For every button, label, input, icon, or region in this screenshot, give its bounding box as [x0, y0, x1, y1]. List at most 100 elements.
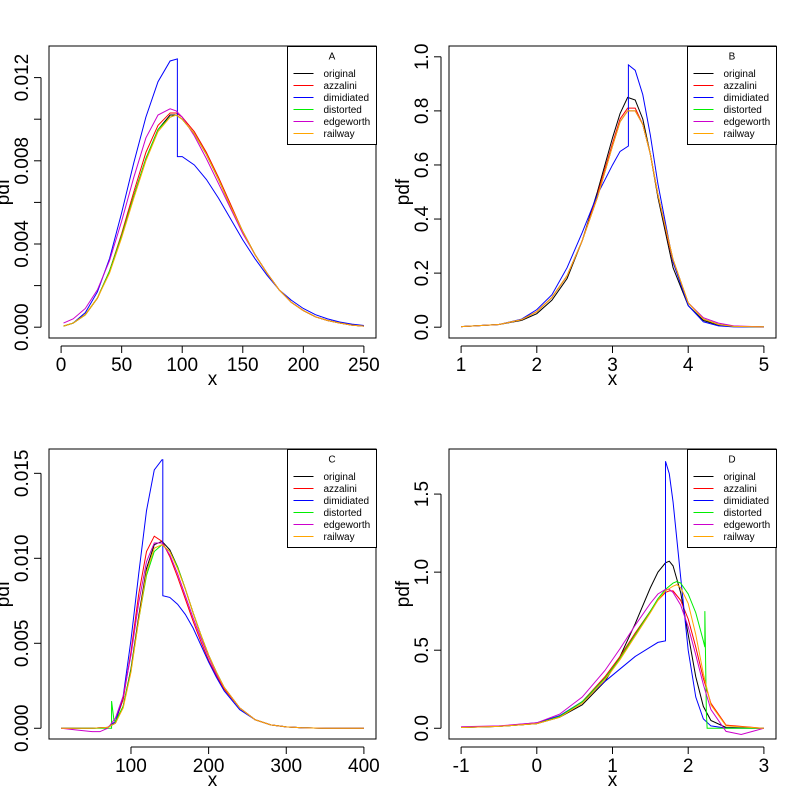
x-tick-label: 250 — [348, 355, 380, 376]
legend-label-dimidiated: dimidiated — [324, 93, 370, 104]
legend-box — [687, 46, 777, 145]
y-tick-label: 0.000 — [12, 303, 33, 351]
x-tick-label: 0 — [532, 756, 543, 777]
legend-label-dimidiated: dimidiated — [724, 496, 770, 507]
series-line-original — [461, 96, 764, 328]
x-axis: -1 0 1 2 3 x — [453, 746, 770, 791]
series-line-railway — [63, 114, 364, 327]
curves — [461, 461, 765, 736]
y-tick-label: 0.000 — [12, 704, 33, 752]
x-tick-label: 2 — [532, 355, 543, 376]
x-tick-label: 300 — [270, 756, 302, 777]
legend-label-dimidiated: dimidiated — [324, 496, 370, 507]
legend-label-original: original — [724, 69, 756, 80]
x-tick-label: 400 — [348, 756, 380, 777]
x-axis: 1 2 3 4 5 x — [456, 345, 770, 390]
x-tick-label: 3 — [759, 756, 770, 777]
x-axis-title: x — [208, 770, 218, 791]
legend-label-distorted: distorted — [324, 508, 362, 519]
y-tick-label: 0.010 — [12, 535, 33, 583]
legend: Coriginalazzalinidimidiateddistortededge… — [287, 449, 377, 548]
x-tick-label: 0 — [56, 355, 67, 376]
legend-label-railway: railway — [724, 129, 755, 140]
y-tick-label: 0.5 — [412, 637, 433, 663]
legend-title: B — [729, 52, 736, 63]
panel-d: -1 0 1 2 3x0.00.51.01.5pdfDoriginalazzalinid… — [393, 448, 777, 791]
y-tick-label: 0.015 — [12, 450, 33, 498]
x-tick-label: 50 — [111, 355, 132, 376]
x-axis: 0 50 100 150 200 250 x — [56, 345, 380, 390]
legend: Aoriginalazzalinidimidiateddistortededge… — [287, 46, 377, 145]
x-tick-label: 150 — [227, 355, 259, 376]
legend-label-distorted: distorted — [324, 105, 362, 116]
legend-label-edgeworth: edgeworth — [724, 520, 771, 531]
x-tick-label: 1 — [607, 756, 618, 777]
series-line-azzalini — [61, 535, 364, 729]
legend: Boriginalazzalinidimidiateddistortededge… — [687, 46, 777, 145]
series-line-distorted — [461, 580, 764, 729]
series-line-distorted — [61, 544, 364, 729]
series-line-edgeworth — [461, 588, 765, 736]
y-tick-label: 1.5 — [412, 481, 433, 507]
legend-title: D — [728, 455, 735, 466]
curves — [61, 459, 364, 733]
panel-a: 0 50 100 150 200 250 x 0.000 0.004 0.008 0.012 pdf A… — [0, 45, 380, 390]
legend-label-azzalini: azzalini — [324, 484, 357, 495]
series-line-railway — [61, 544, 364, 729]
x-tick-label: 5 — [759, 355, 770, 376]
panel-b: 1 2 3 4 5 x 0.0 0.2 0.4 0.6 0.8 1.0 pdf Boriginalazza… — [393, 44, 777, 390]
x-tick-label: 200 — [193, 756, 225, 777]
y-axis: 0.000 0.005 0.010 0.015 pdf — [0, 450, 42, 752]
y-tick-label: 0.4 — [412, 205, 433, 232]
y-axis: 0.000 0.004 0.008 0.012 pdf — [0, 54, 42, 351]
y-axis-title: pdf — [393, 580, 414, 607]
plot-frame — [48, 45, 377, 339]
series-line-railway — [461, 110, 764, 328]
y-tick-label: 0.008 — [12, 137, 33, 185]
panel-c: 100 200 300 400 x 0.000 0.005 0.010 0.015 pdf Cori… — [0, 448, 380, 791]
series-line-railway — [461, 584, 764, 729]
legend-label-edgeworth: edgeworth — [724, 117, 771, 128]
series-line-original — [63, 114, 364, 327]
x-tick-label: 100 — [115, 756, 147, 777]
legend: Doriginalazzalinidimidiateddistortededge… — [687, 449, 777, 548]
x-axis-title: x — [208, 369, 218, 390]
legend-label-dimidiated: dimidiated — [724, 93, 770, 104]
legend-box — [287, 449, 377, 548]
legend-label-original: original — [324, 472, 356, 483]
y-tick-label: 0.0 — [412, 314, 433, 340]
curves — [63, 58, 364, 327]
x-axis-title: x — [608, 369, 618, 390]
legend-label-azzalini: azzalini — [724, 81, 757, 92]
legend-title: C — [328, 455, 335, 466]
legend-label-edgeworth: edgeworth — [324, 117, 371, 128]
x-tick-label: -1 — [453, 756, 470, 777]
legend-label-azzalini: azzalini — [324, 81, 357, 92]
x-tick-label: 2 — [683, 756, 694, 777]
legend-title: A — [329, 52, 336, 63]
legend-label-distorted: distorted — [724, 508, 762, 519]
x-axis: 100 200 300 400 x — [115, 746, 380, 791]
y-tick-label: 0.0 — [412, 715, 433, 741]
legend-label-azzalini: azzalini — [724, 484, 757, 495]
curves — [461, 63, 764, 328]
y-tick-label: 0.8 — [412, 98, 433, 124]
legend-label-distorted: distorted — [724, 105, 762, 116]
legend-box — [287, 46, 377, 145]
y-tick-label: 0.012 — [12, 54, 33, 102]
legend-box — [687, 449, 777, 548]
legend-label-original: original — [724, 472, 756, 483]
y-tick-label: 0.004 — [12, 220, 33, 268]
plot-frame — [48, 448, 377, 740]
legend-label-edgeworth: edgeworth — [324, 520, 371, 531]
series-line-distorted — [63, 114, 364, 327]
legend-label-railway: railway — [724, 532, 755, 543]
legend-label-original: original — [324, 69, 356, 80]
x-tick-label: 200 — [287, 355, 319, 376]
plot-frame — [448, 45, 777, 339]
legend-label-railway: railway — [324, 532, 355, 543]
series-line-original — [61, 540, 364, 729]
x-tick-label: 3 — [607, 355, 618, 376]
y-tick-label: 0.6 — [412, 152, 433, 178]
